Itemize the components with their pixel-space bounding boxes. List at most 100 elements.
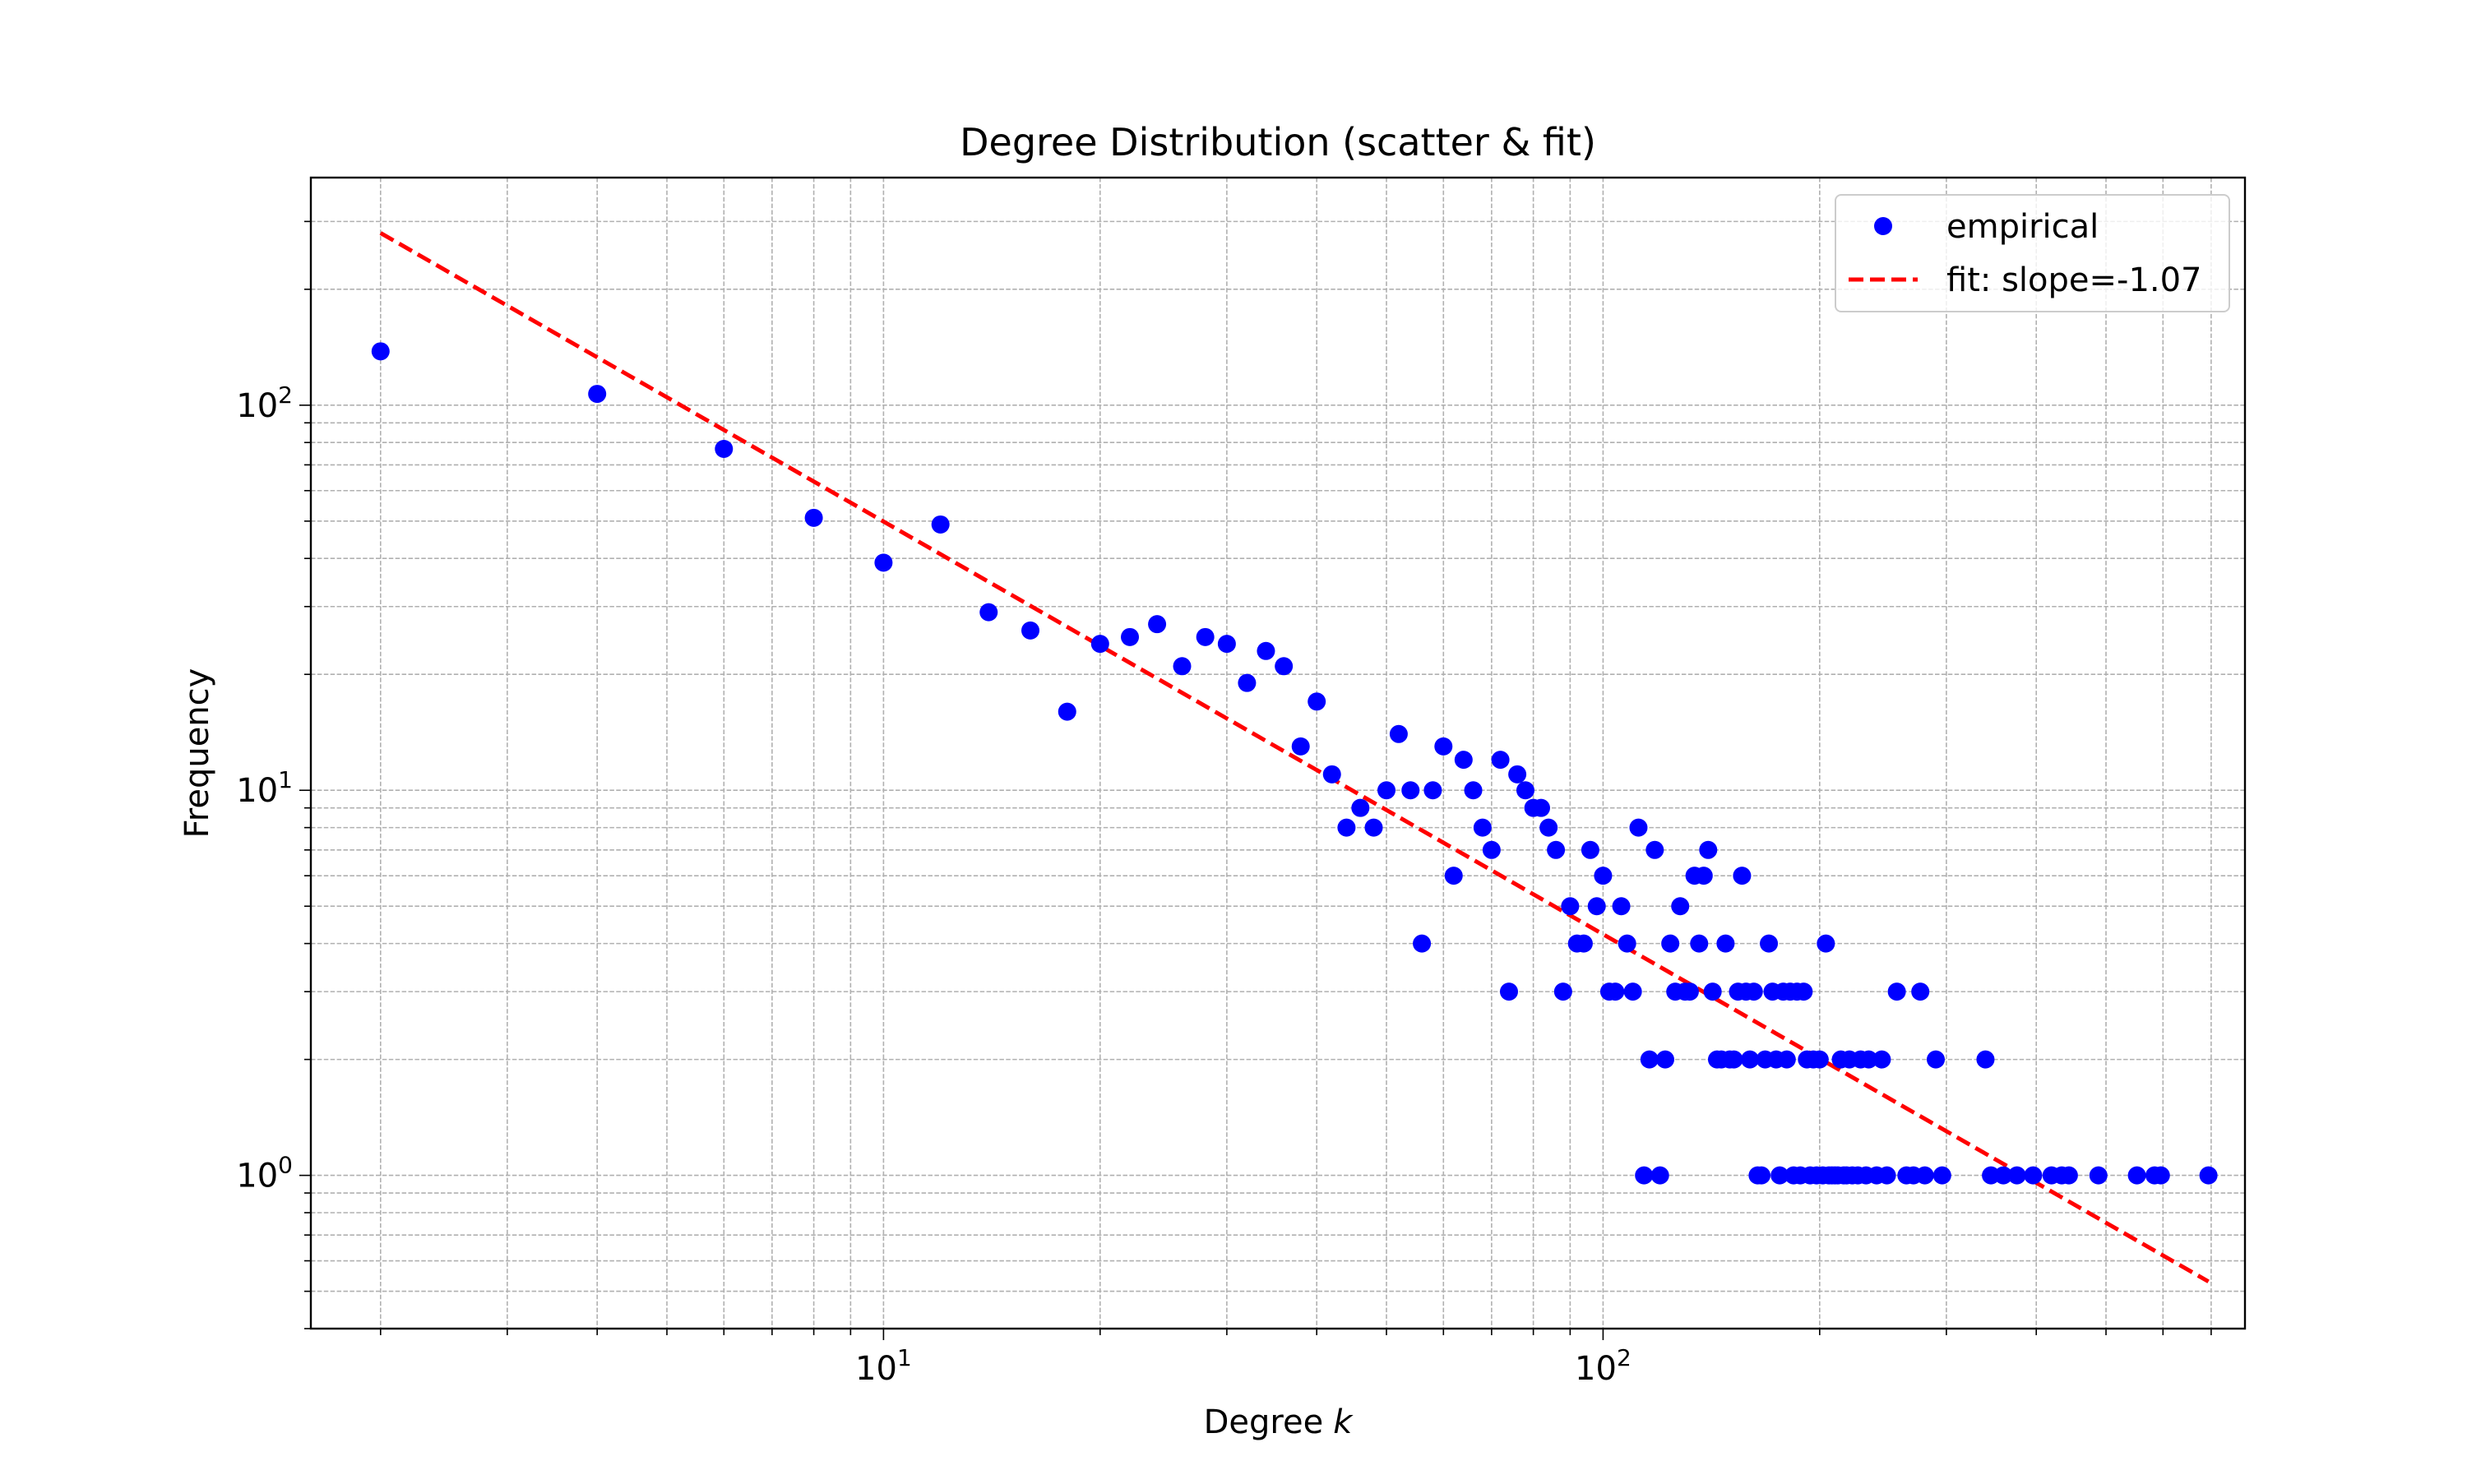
data-point [1508,765,1527,784]
x-axis-label-text: Degree [1204,1403,1324,1441]
data-point [1090,635,1109,654]
legend-label-empirical: empirical [1946,208,2099,246]
x-tick-label: 102 [1575,1344,1632,1388]
x-axis-label: Degree k [1204,1403,1354,1441]
data-point [2024,1166,2043,1185]
data-point [1690,934,1709,953]
data-point [1454,751,1473,770]
data-point [1752,1166,1771,1185]
data-point [1877,1166,1896,1185]
data-point [1661,934,1680,953]
data-point [1275,657,1294,676]
y-axis-label: Frequency [178,668,216,839]
data-point [1911,982,1930,1001]
data-point [1770,1166,1789,1185]
data-point [804,508,823,527]
axes-frame [309,176,2247,1330]
data-point [1650,1166,1669,1185]
data-point [1744,982,1763,1001]
data-point [1618,934,1636,953]
data-point [2199,1166,2218,1185]
data-point [1423,781,1442,800]
data-point [1733,867,1752,885]
data-point [1482,840,1501,859]
data-point [1635,1166,1654,1185]
x-tick-label: 101 [855,1344,912,1388]
data-point [1238,673,1257,692]
data-point [1606,982,1625,1001]
data-point [2007,1166,2026,1185]
data-point [2089,1166,2108,1185]
data-point [1389,724,1408,743]
fit-series [379,231,2210,1283]
data-point [1173,657,1192,676]
data-point [1401,781,1420,800]
data-point [1464,781,1483,800]
data-point [1587,897,1606,916]
data-point [1322,765,1341,784]
data-point [1364,818,1383,837]
data-point [1547,840,1566,859]
data-point [1859,1050,1878,1069]
data-point [979,603,998,622]
legend-frame [1835,194,2230,312]
data-point [1716,934,1735,953]
legend: empirical fit: slope=-1.07 [1835,194,2230,312]
data-point [1794,982,1813,1001]
data-point [1257,641,1275,660]
data-point [1121,627,1140,646]
data-point [1724,1050,1743,1069]
data-point [1021,621,1040,640]
data-point [1058,702,1076,721]
legend-marker-empirical [1874,217,1892,235]
data-point [1308,692,1326,711]
data-point [1612,897,1631,916]
data-point [1561,897,1580,916]
y-tick-label: 100 [236,1152,293,1195]
data-point [1629,818,1648,837]
data-point [1645,840,1664,859]
y-tick-label: 102 [236,381,293,425]
y-tick-label: 101 [236,766,293,810]
data-point [2127,1166,2146,1185]
data-point [1915,1166,1934,1185]
data-point [2059,1166,2078,1185]
data-point [874,553,893,572]
data-point [1351,798,1370,817]
data-point [1516,781,1534,800]
data-point [1337,818,1356,837]
data-point [1680,982,1699,1001]
data-point [1539,818,1558,837]
empirical-series [371,342,2218,1185]
data-point [1574,934,1593,953]
data-point [1413,934,1432,953]
data-point [1994,1166,2013,1185]
data-point [1473,818,1492,837]
data-point [1810,1050,1829,1069]
ticks [299,220,2212,1340]
data-point [1976,1050,1995,1069]
data-point [1623,982,1642,1001]
data-point [1196,627,1215,646]
data-point [371,342,390,361]
data-point [1499,982,1518,1001]
data-point [1703,982,1722,1001]
data-point [1741,1050,1760,1069]
data-point [1932,1166,1951,1185]
data-point [1434,737,1453,756]
data-point [1671,897,1690,916]
data-point [1887,982,1906,1001]
data-point [1581,840,1599,859]
data-point [1291,737,1310,756]
fit-line [379,231,2210,1283]
data-point [931,515,950,534]
tick-labels: 101 102 100 101 102 [236,381,1632,1388]
data-point [1491,751,1510,770]
data-point [1217,635,1236,654]
data-point [1817,934,1835,953]
data-point [1444,867,1463,885]
data-point [1699,840,1718,859]
data-point [1872,1050,1891,1069]
data-point [1148,615,1167,634]
